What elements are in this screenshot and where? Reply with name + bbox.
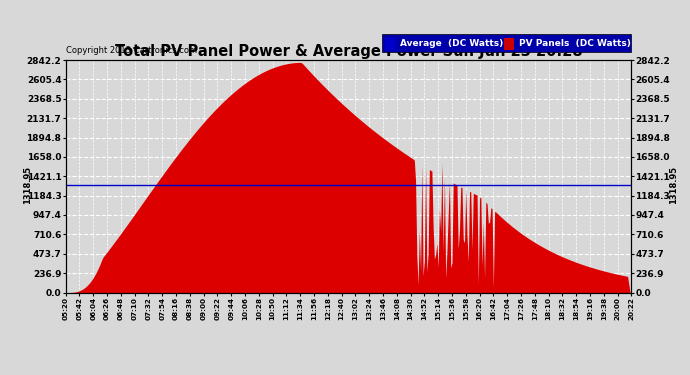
Title: Total PV Panel Power & Average Power Sun Jun 23 20:28: Total PV Panel Power & Average Power Sun… [115,44,582,59]
Text: 1318.95: 1318.95 [669,165,678,204]
Bar [504,38,514,50]
Bar [382,34,631,52]
Text: 1318.95: 1318.95 [23,165,32,204]
Text: PV Panels  (DC Watts): PV Panels (DC Watts) [519,39,631,48]
Text: Copyright 2013 Cartronics.com: Copyright 2013 Cartronics.com [66,46,197,56]
Text: Average  (DC Watts): Average (DC Watts) [400,39,503,48]
Bar [385,38,395,50]
